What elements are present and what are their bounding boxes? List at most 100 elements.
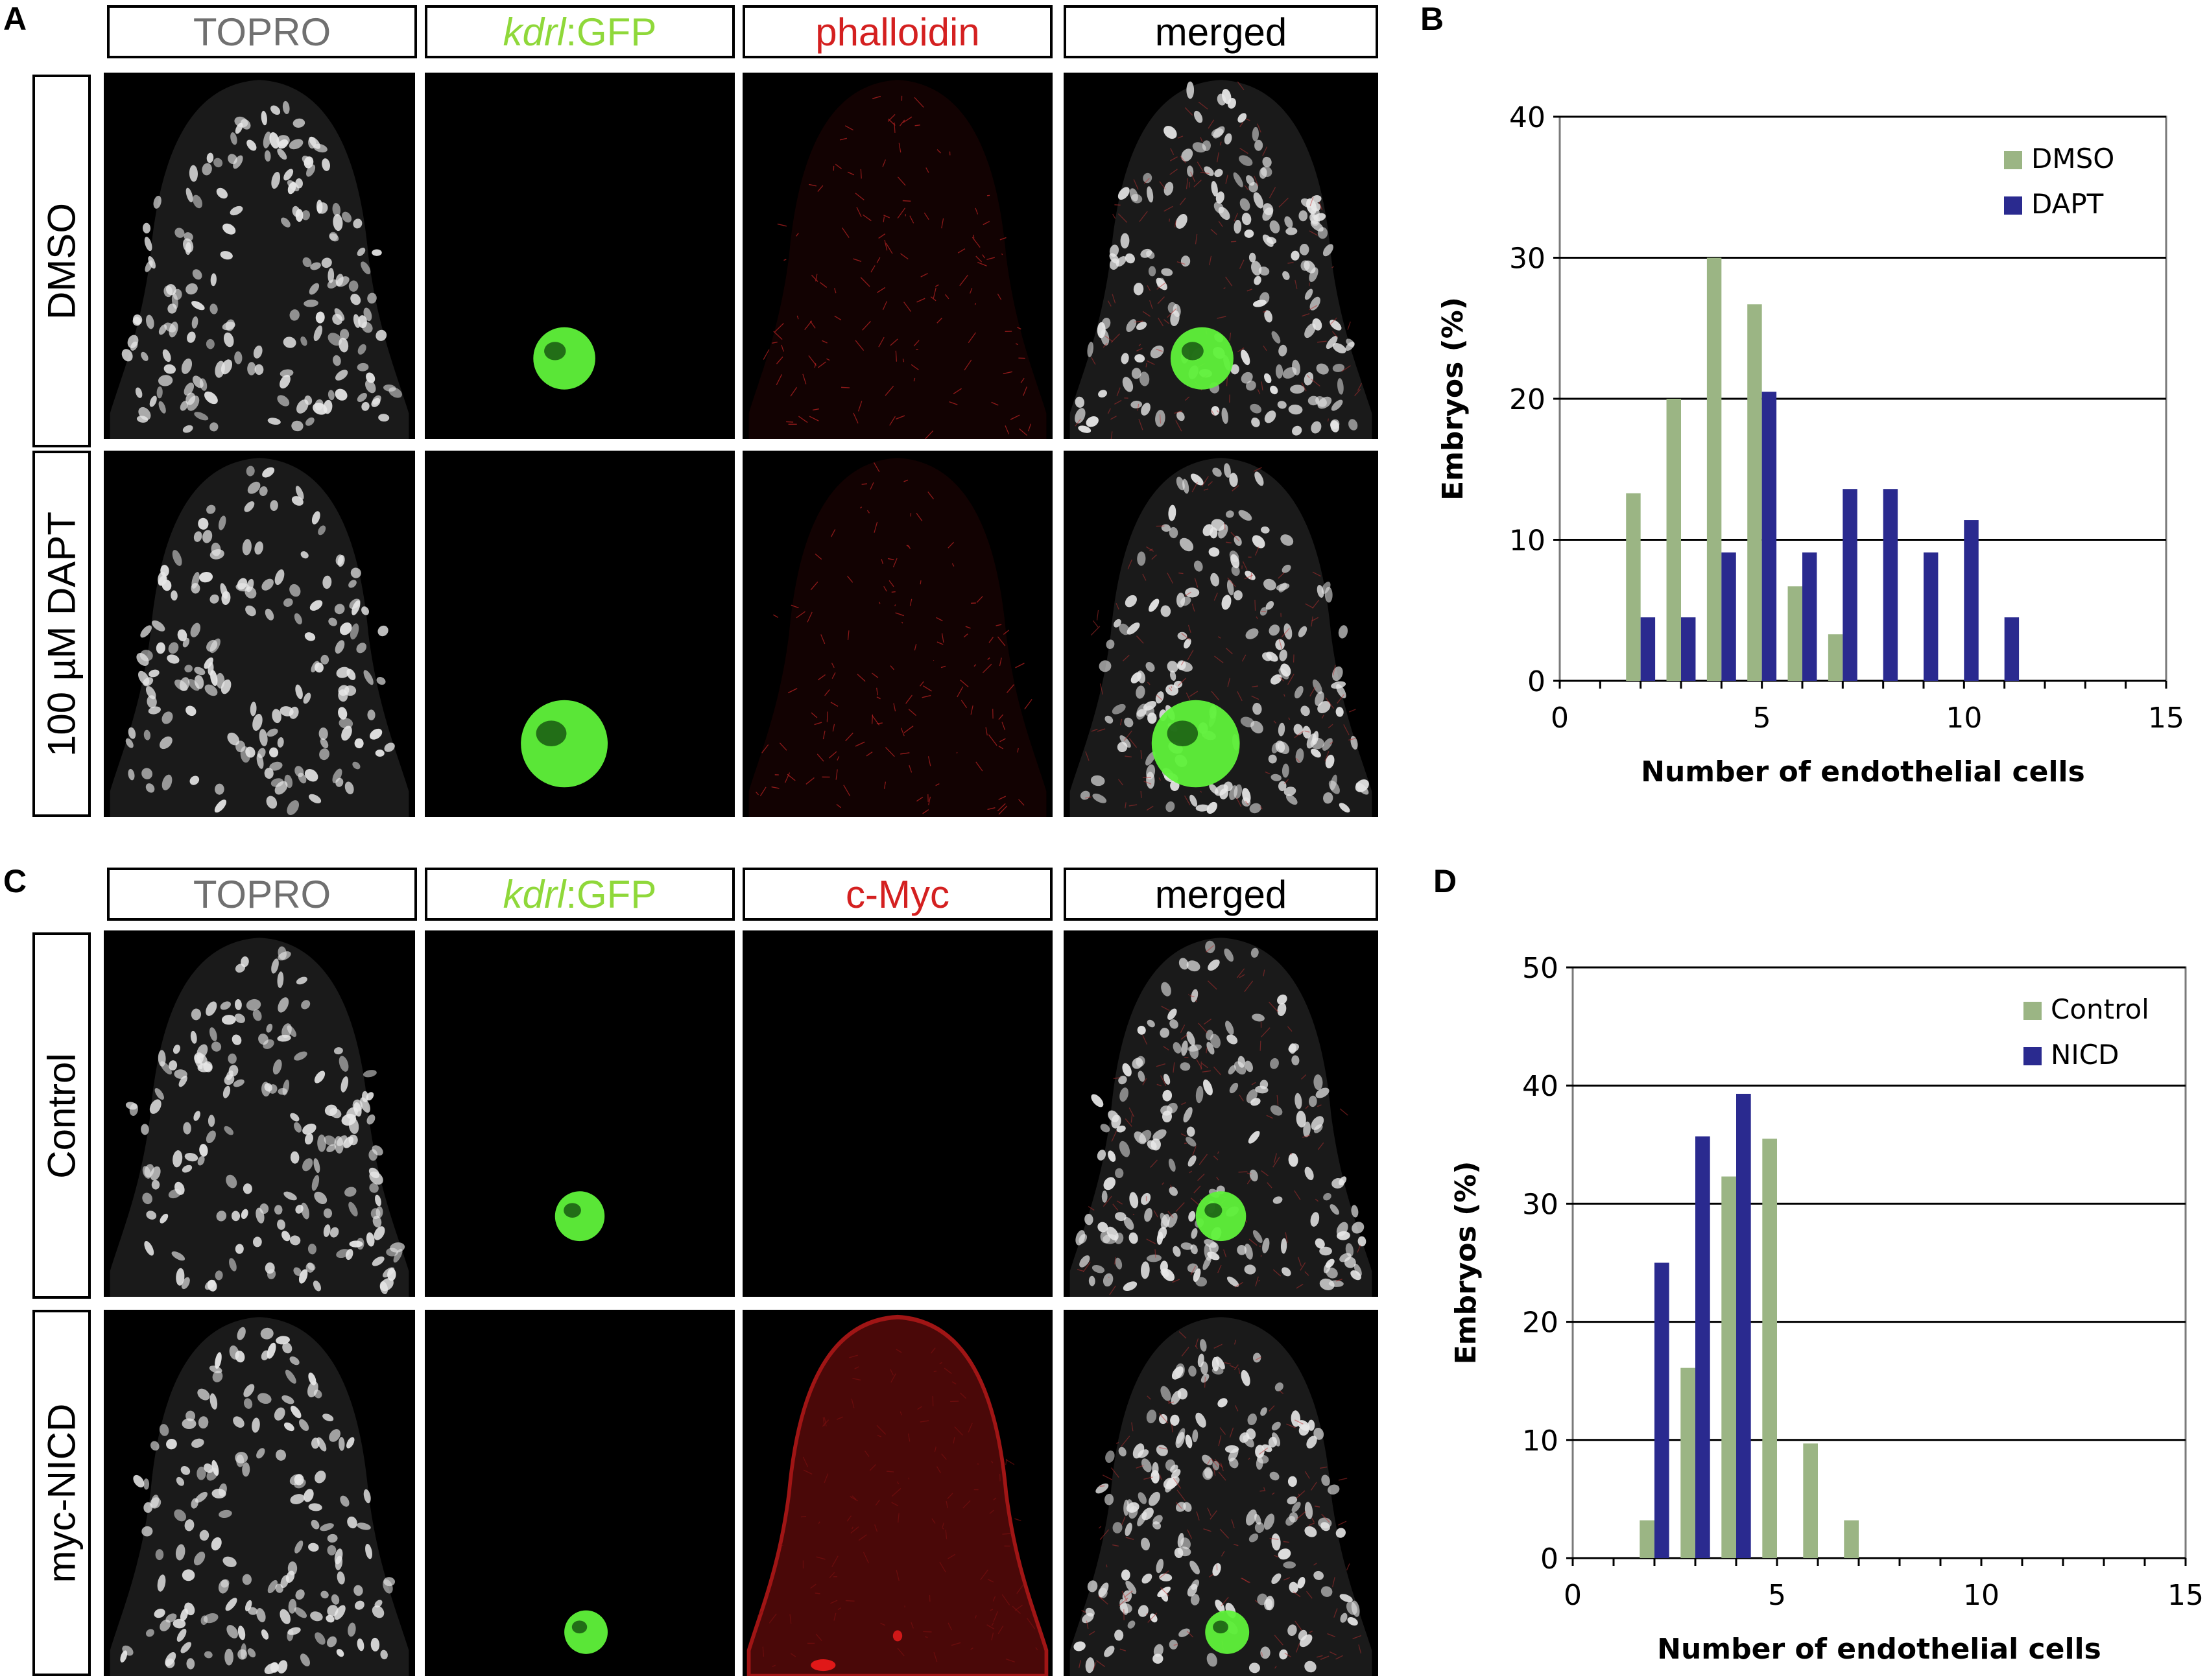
header-merged-label: merged [1154, 10, 1287, 54]
y-tick-label: 50 [1522, 952, 1558, 985]
bar-dmso [1747, 304, 1762, 681]
header-gfp-label: :GFP [566, 10, 657, 54]
legend-swatch [2004, 196, 2022, 215]
legend-swatch [2004, 151, 2022, 169]
header-topro-label: TOPRO [193, 872, 331, 916]
bar-dapt [1721, 552, 1736, 681]
header-topro-label: TOPRO [193, 10, 331, 54]
bar-chart-b: 0 10 20 30 40 0 5 10 15 DMSO DAPT Number of endothe… [1437, 101, 2184, 788]
panel-letter-b: B [1420, 1, 1444, 37]
bar-dapt [1883, 489, 1898, 681]
panel-letter-a: A [3, 1, 27, 37]
x-tick-label: 5 [1753, 702, 1771, 735]
header-stain-label: c-Myc [846, 872, 949, 916]
micrograph-cmyc-control [743, 930, 1053, 1297]
x-tick-label: 5 [1768, 1579, 1786, 1612]
x-tick-label: 0 [1564, 1579, 1582, 1612]
bar-dapt [1964, 520, 1979, 681]
header-topro-c: TOPRO [107, 868, 417, 921]
y-tick-label: 30 [1509, 243, 1545, 276]
bar-dmso [1706, 257, 1722, 681]
bar-control [1803, 1443, 1818, 1558]
legend-label: DAPT [2031, 188, 2104, 220]
y-tick-label: 20 [1522, 1307, 1558, 1340]
micrograph-cmyc-myc-nicd [743, 1310, 1053, 1676]
bar-dmso [1666, 399, 1681, 681]
bar-control [1640, 1520, 1654, 1558]
x-tick-label: 0 [1551, 702, 1569, 735]
x-tick-label: 10 [1963, 1579, 1999, 1612]
row-label-control: Control [32, 932, 91, 1299]
bar-control [1680, 1367, 1695, 1558]
legend-label: NICD [2051, 1039, 2119, 1071]
header-merged-a: merged [1064, 5, 1378, 58]
header-gfp-c: kdrl:GFP [425, 868, 735, 921]
panel-letter-c: C [3, 863, 27, 899]
row-label-text: myc-NICD [40, 1403, 84, 1583]
header-phalloidin-a: phalloidin [743, 5, 1053, 58]
y-tick-label: 40 [1509, 101, 1545, 134]
bar-dapt [1924, 552, 1939, 681]
y-tick-label: 30 [1522, 1188, 1558, 1221]
bar-dapt [1640, 617, 1656, 681]
y-tick-label: 40 [1522, 1070, 1558, 1103]
bar-nicd [1736, 1093, 1751, 1558]
micrograph-phalloidin-dmso [743, 73, 1053, 439]
header-gfp-a: kdrl:GFP [425, 5, 735, 58]
legend-label: DMSO [2031, 143, 2114, 174]
bar-dapt [1761, 392, 1777, 681]
bar-nicd [1695, 1136, 1710, 1558]
bar-control [1762, 1139, 1777, 1558]
y-tick-label: 10 [1509, 525, 1545, 558]
bar-dmso [1828, 634, 1843, 681]
x-axis-label: Number of endothelial cells [1657, 1633, 2101, 1666]
bar-dmso [1787, 586, 1802, 681]
header-stain-label: phalloidin [815, 10, 980, 54]
bar-dmso [1626, 493, 1641, 681]
header-cmyc-c: c-Myc [743, 868, 1053, 921]
bar-chart-d: 0 10 20 30 40 50 0 5 10 15 Control NICD Number of en… [1449, 952, 2204, 1666]
row-label-myc-nicd: myc-NICD [32, 1310, 91, 1676]
micrograph-gfp-control [425, 930, 735, 1297]
y-tick-label: 10 [1522, 1425, 1558, 1458]
header-kdrl-label: kdrl [503, 872, 566, 916]
legend-swatch [2023, 1002, 2042, 1020]
micrograph-topro-myc-nicd [104, 1310, 415, 1676]
bar-dapt [1681, 617, 1696, 681]
micrograph-merged-dmso [1064, 73, 1378, 439]
y-tick-label: 0 [1540, 1543, 1558, 1576]
micrograph-phalloidin-dapt [743, 451, 1053, 817]
header-gfp-label: :GFP [566, 872, 657, 916]
row-label-text: 100 µM DAPT [40, 511, 84, 757]
header-topro-a: TOPRO [107, 5, 417, 58]
x-tick-label: 15 [2167, 1579, 2204, 1612]
micrograph-merged-dapt [1064, 451, 1378, 817]
legend-swatch [2023, 1047, 2042, 1065]
x-tick-label: 15 [2148, 702, 2184, 735]
micrograph-gfp-myc-nicd [425, 1310, 735, 1676]
header-merged-c: merged [1064, 868, 1378, 921]
panel-letter-d: D [1433, 863, 1457, 899]
legend-label: Control [2051, 993, 2149, 1025]
micrograph-merged-myc-nicd [1064, 1310, 1378, 1676]
row-label-dmso: DMSO [32, 75, 91, 447]
y-tick-label: 0 [1527, 665, 1545, 698]
row-label-text: Control [40, 1052, 84, 1179]
micrograph-topro-dmso [104, 73, 415, 439]
header-merged-label: merged [1154, 872, 1287, 916]
row-label-text: DMSO [40, 202, 84, 320]
bar-nicd [1654, 1262, 1669, 1558]
micrograph-topro-control [104, 930, 415, 1297]
micrograph-topro-dapt [104, 451, 415, 817]
micrograph-gfp-dapt [425, 451, 735, 817]
x-axis-label: Number of endothelial cells [1641, 755, 2085, 788]
y-axis-label: Embryos (%) [1437, 297, 1470, 501]
y-axis-label: Embryos (%) [1449, 1161, 1483, 1365]
bar-dapt [1802, 552, 1817, 681]
bar-control [1844, 1520, 1859, 1558]
x-tick-label: 10 [1946, 702, 1982, 735]
bar-dapt [2004, 617, 2020, 681]
bar-dapt [1843, 489, 1857, 681]
bar-control [1721, 1176, 1736, 1558]
micrograph-gfp-dmso [425, 73, 735, 439]
